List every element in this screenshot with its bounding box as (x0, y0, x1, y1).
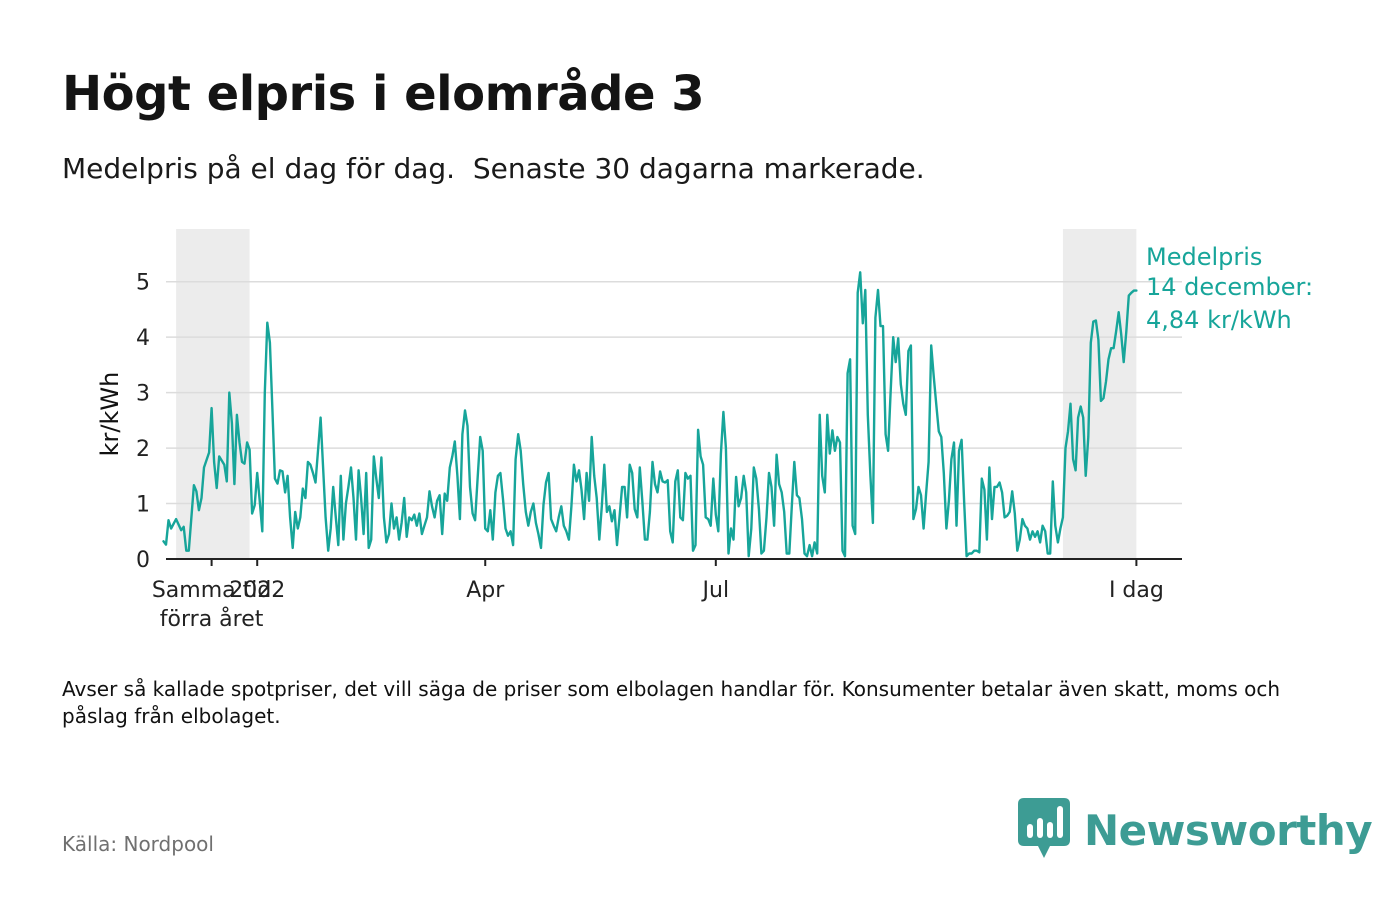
y-tick-label: 2 (136, 437, 150, 462)
source-credit: Källa: Nordpool (62, 832, 214, 856)
price-series-line (162, 271, 1138, 558)
annotation-line: Medelpris (1146, 243, 1262, 271)
x-tick-label: Jul (701, 578, 730, 603)
y-tick-label: 5 (136, 271, 150, 296)
y-axis: 0 1 2 3 4 5 (136, 271, 150, 573)
x-tick-label: förra året (160, 606, 264, 632)
x-tick-label: Samma tid (152, 578, 272, 603)
highlight-band (176, 229, 250, 559)
line-chart: 0 1 2 3 4 5 kr/kWh Samma tid förra året 2022 Apr… (96, 229, 1313, 632)
y-axis-label: kr/kWh (96, 372, 124, 457)
annotation-line: 4,84 kr/kWh (1146, 306, 1292, 334)
chart-title: Högt elpris i elområde 3 (62, 66, 705, 122)
newsworthy-logo-icon (1018, 798, 1070, 858)
newsworthy-logo: Newsworthy (1018, 798, 1373, 862)
x-axis: Samma tid förra året 2022 Apr Jul I dag (152, 559, 1164, 632)
x-tick-label: I dag (1109, 578, 1164, 603)
annotation-line: 14 december: (1146, 273, 1313, 301)
brand-name: Newsworthy (1084, 805, 1373, 855)
gridlines (166, 280, 1182, 505)
x-tick-label: 2022 (229, 578, 285, 603)
y-tick-label: 3 (136, 382, 150, 407)
y-tick-label: 0 (136, 548, 150, 573)
footnote: Avser så kallade spotpriser, det vill sä… (62, 677, 1281, 728)
y-tick-label: 4 (136, 326, 150, 351)
y-tick-label: 1 (136, 493, 150, 518)
chart-subtitle: Medelpris på el dag för dag. Senaste 30 … (62, 152, 925, 185)
x-tick-label: Apr (466, 578, 505, 603)
